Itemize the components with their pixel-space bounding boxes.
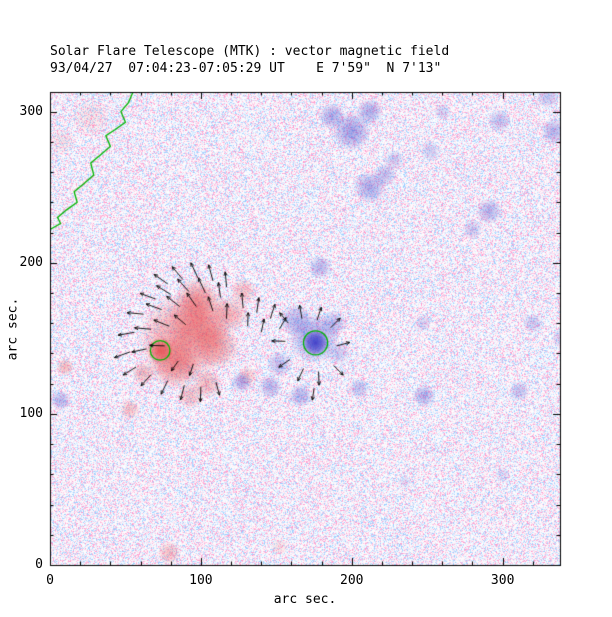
chart-subtitle: 93/04/27 07:04:23-07:05:29 UT E 7'59" N … <box>50 61 441 76</box>
solar-magnetogram-figure: Solar Flare Telescope (MTK) : vector mag… <box>0 0 612 617</box>
y-tick-label: 200 <box>20 255 43 270</box>
chart-title: Solar Flare Telescope (MTK) : vector mag… <box>50 44 449 59</box>
magnetogram-canvas <box>0 0 612 617</box>
x-tick-label: 0 <box>46 573 54 588</box>
x-tick-label: 100 <box>189 573 212 588</box>
y-axis-label: arc sec. <box>6 298 21 361</box>
x-axis-label: arc sec. <box>274 592 337 607</box>
y-tick-label: 0 <box>35 557 43 572</box>
x-tick-label: 200 <box>340 573 363 588</box>
y-tick-label: 300 <box>20 104 43 119</box>
x-tick-label: 300 <box>491 573 514 588</box>
y-tick-label: 100 <box>20 406 43 421</box>
